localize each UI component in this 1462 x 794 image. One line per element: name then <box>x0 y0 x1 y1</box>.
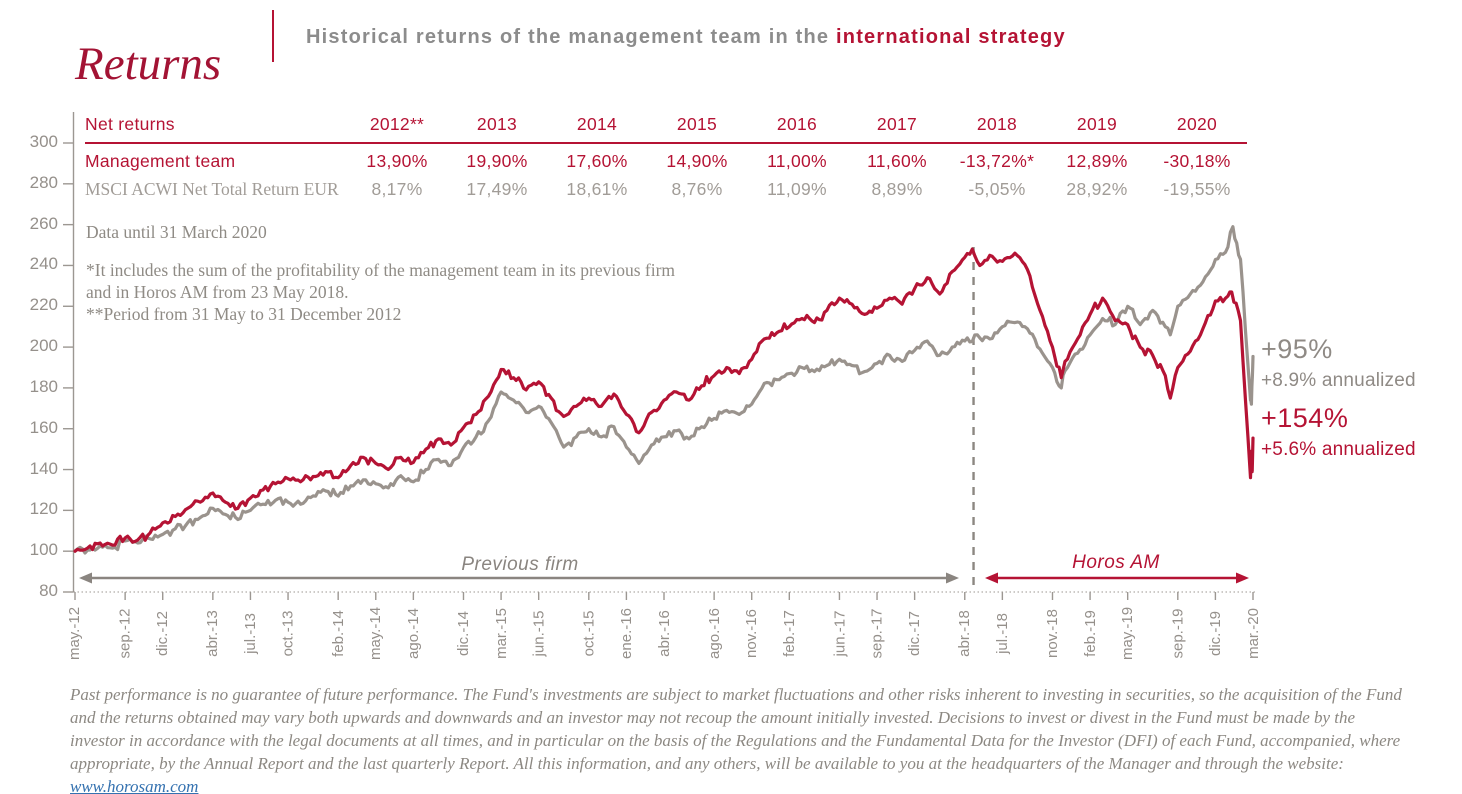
x-axis-tick-label: feb.-17 <box>780 609 798 657</box>
note-asterisk-line1: *It includes the sum of the profitabilit… <box>86 260 676 280</box>
table-value-cell: 11,09% <box>767 179 827 199</box>
msci-annualized-return: +8.9% annualized <box>1261 370 1416 391</box>
y-axis-tick-label: 140 <box>29 458 58 478</box>
y-axis-tick-label: 280 <box>29 172 58 192</box>
table-header-row: Net returns 2012** 2013 2014 2015 2016 2017 20… <box>85 114 1247 144</box>
previous-firm-arrow-left-head <box>79 572 92 584</box>
y-axis-tick-label: 200 <box>29 336 58 356</box>
website-link[interactable]: www.horosam.com <box>70 777 199 794</box>
team-total-return: +154% <box>1261 403 1349 433</box>
table-year-header: 2016 <box>776 114 818 134</box>
note-double-asterisk: **Period from 31 May to 31 December 2012 <box>86 304 402 324</box>
table-year-header: 2019 <box>1076 114 1118 134</box>
table-year-header: 2014 <box>576 114 618 134</box>
returns-table: Net returns 2012** 2013 2014 2015 2016 2017 20… <box>85 114 1247 200</box>
series-line-management-team <box>73 247 1255 553</box>
x-axis-tick-label: oct.-13 <box>279 610 297 656</box>
note-data-until: Data until 31 March 2020 <box>86 222 267 242</box>
x-axis-tick-label: dic.-17 <box>906 610 924 656</box>
horos-am-arrow-left-head <box>985 572 998 584</box>
row-label-msci-acwi: MSCI ACWI Net Total Return EUR <box>85 179 339 199</box>
note-asterisk-line2: and in Horos AM from 23 May 2018. <box>86 282 349 302</box>
x-axis-tick-label: abr.-16 <box>655 609 673 657</box>
table-value-cell: 8,89% <box>871 179 923 199</box>
disclaimer-line-1: Past performance is no guarantee of futu… <box>70 685 1402 704</box>
x-axis-tick-label: may.-19 <box>1119 606 1137 660</box>
disclaimer-line-2: and the returns obtained may vary both u… <box>70 708 1356 727</box>
msci-total-return: +95% <box>1261 334 1333 364</box>
y-axis-tick-label: 80 <box>39 581 58 600</box>
y-axis-tick-label: 180 <box>29 376 58 396</box>
table-value-cell: 14,90% <box>666 151 728 171</box>
previous-firm-arrow-right-head <box>946 572 959 584</box>
table-value-cell: 12,89% <box>1066 151 1128 171</box>
table-value-cell: 11,60% <box>867 151 927 171</box>
table-year-header: 2018 <box>976 114 1018 134</box>
x-axis-tick-label: dic.-12 <box>154 610 172 656</box>
table-value-cell: -30,18% <box>1163 151 1231 171</box>
table-year-header: 2015 <box>676 114 718 134</box>
table-year-header: 2012** <box>369 114 425 134</box>
table-row-management-team: Management team 13,90% 19,90% 17,60% 14,90%… <box>85 144 1247 172</box>
table-header-net-returns: Net returns <box>85 114 175 134</box>
x-axis-tick-label: mar.-20 <box>1244 607 1262 659</box>
y-axis-tick-label: 120 <box>29 499 58 519</box>
table-value-cell: 11,00% <box>767 151 827 171</box>
chart-notes: Data until 31 March 2020 *It includes th… <box>86 221 675 325</box>
table-value-cell: 17,60% <box>566 151 628 171</box>
disclaimer-line-3: investor in accordance with the legal do… <box>70 731 1401 750</box>
annotation-msci-return: +95% +8.9% annualized <box>1261 334 1416 392</box>
horos-am-arrow-right-head <box>1236 572 1249 584</box>
table-value-cell: 17,49% <box>466 179 528 199</box>
y-axis-tick-label: 300 <box>29 132 58 151</box>
series-line-msci-acwi <box>73 225 1255 555</box>
table-value-cell: 8,76% <box>671 179 723 199</box>
disclaimer-footer: Past performance is no guarantee of futu… <box>70 683 1406 794</box>
annotation-team-return: +154% +5.6% annualized <box>1261 403 1416 461</box>
table-value-cell: -5,05% <box>968 179 1026 199</box>
table-value-cell: 28,92% <box>1066 179 1128 199</box>
x-axis-tick-label-wrap: mar.-20 <box>1222 600 1284 666</box>
subtitle-red-part: international strategy <box>836 26 1066 48</box>
header-divider <box>272 10 274 62</box>
table-year-header: 2017 <box>876 114 918 134</box>
table-value-cell: 8,17% <box>371 179 423 199</box>
y-axis-tick-label: 260 <box>29 213 58 233</box>
disclaimer-line-4: appropriate, by the Annual Report and th… <box>70 754 1344 773</box>
y-axis-tick-label: 240 <box>29 254 58 274</box>
table-row-msci-acwi: MSCI ACWI Net Total Return EUR 8,17% 17,4… <box>85 172 1247 200</box>
table-year-header: 2020 <box>1176 114 1218 134</box>
row-label-management-team: Management team <box>85 151 236 171</box>
team-annualized-return: +5.6% annualized <box>1261 439 1416 460</box>
y-axis-tick-label: 220 <box>29 295 58 315</box>
table-year-header: 2013 <box>476 114 518 134</box>
x-axis-tick-label: ago.-14 <box>404 607 422 659</box>
y-axis-tick-label: 100 <box>29 540 58 560</box>
page-title: Returns <box>75 38 222 91</box>
table-value-cell: 19,90% <box>466 151 528 171</box>
table-value-cell: -19,55% <box>1163 179 1231 199</box>
x-axis-tick-label: jul.-18 <box>993 612 1011 654</box>
period-label-horos-am: Horos AM <box>1072 552 1160 573</box>
page-subtitle: Historical returns of the management tea… <box>306 26 1066 49</box>
subtitle-gray-part: Historical returns of the management tea… <box>306 26 837 48</box>
x-axis-tick-label: may.-12 <box>66 606 84 660</box>
period-label-previous-firm: Previous firm <box>461 554 579 575</box>
y-axis-tick-label: 160 <box>29 417 58 437</box>
x-axis-tick-label: jun.-15 <box>530 610 548 656</box>
table-value-cell: -13,72%* <box>959 151 1035 171</box>
table-value-cell: 13,90% <box>366 151 428 171</box>
table-value-cell: 18,61% <box>566 179 628 199</box>
